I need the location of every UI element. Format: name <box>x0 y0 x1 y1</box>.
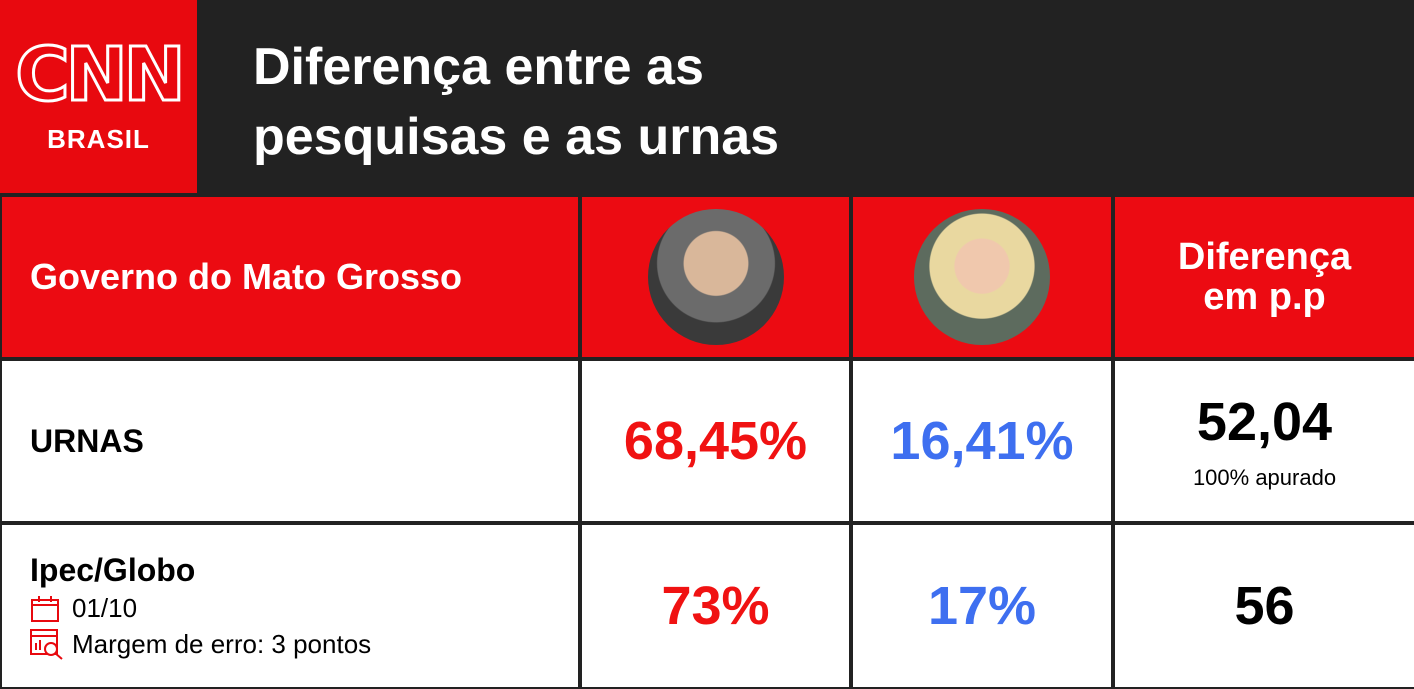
note: 100% apurado <box>1192 465 1337 490</box>
title-line: Diferença entre as <box>253 38 704 96</box>
value-text: 56 <box>1234 576 1295 636</box>
candidate-1-value: 73% <box>582 525 849 687</box>
row-label: URNAS <box>2 361 578 521</box>
difference-value: 56 <box>1115 525 1414 687</box>
candidate-2-value: 17% <box>853 525 1111 687</box>
logo-subtitle: BRASIL <box>47 124 150 154</box>
logo: CNN BRASIL <box>0 0 197 193</box>
title-line: pesquisas e as urnas <box>253 108 780 166</box>
margin-text: Margem de erro: 3 pontos <box>72 628 372 659</box>
value-text: 52,04 <box>1196 392 1333 452</box>
date-text: 01/10 <box>72 593 138 623</box>
candidate-1-header <box>582 197 849 357</box>
value-text: 68,45% <box>623 411 808 471</box>
candidate-2-value: 16,41% <box>853 361 1111 521</box>
chart-icon <box>30 629 63 660</box>
calendar-icon <box>31 595 59 622</box>
candidate-1-value: 68,45% <box>582 361 849 521</box>
candidate-photo <box>914 209 1050 345</box>
difference-header: Diferença em p.p <box>1115 197 1414 357</box>
margin-line: Margem de erro: 3 pontos <box>30 628 371 660</box>
header-label: Governo do Mato Grosso <box>2 197 578 357</box>
difference-value: 52,04 100% apurado <box>1115 361 1414 521</box>
candidate-photo <box>647 209 784 345</box>
value-text: 16,41% <box>890 411 1074 471</box>
title: Diferença entre as pesquisas e as urnas <box>253 32 779 172</box>
date-line: 01/10 <box>30 593 137 624</box>
difference-header-line: em p.p <box>1203 276 1326 318</box>
row-label-text: URNAS <box>30 422 144 459</box>
logo-name: CNN <box>14 32 187 118</box>
difference-header-line: Diferença <box>1177 236 1352 278</box>
value-text: 73% <box>661 576 770 636</box>
candidate-2-header <box>853 197 1111 357</box>
header-label-text: Governo do Mato Grosso <box>30 256 463 297</box>
value-text: 17% <box>927 576 1037 636</box>
row-label: Ipec/Globo 01/10 Margem de erro: 3 ponto… <box>2 525 578 687</box>
row-label-text: Ipec/Globo <box>30 552 196 588</box>
